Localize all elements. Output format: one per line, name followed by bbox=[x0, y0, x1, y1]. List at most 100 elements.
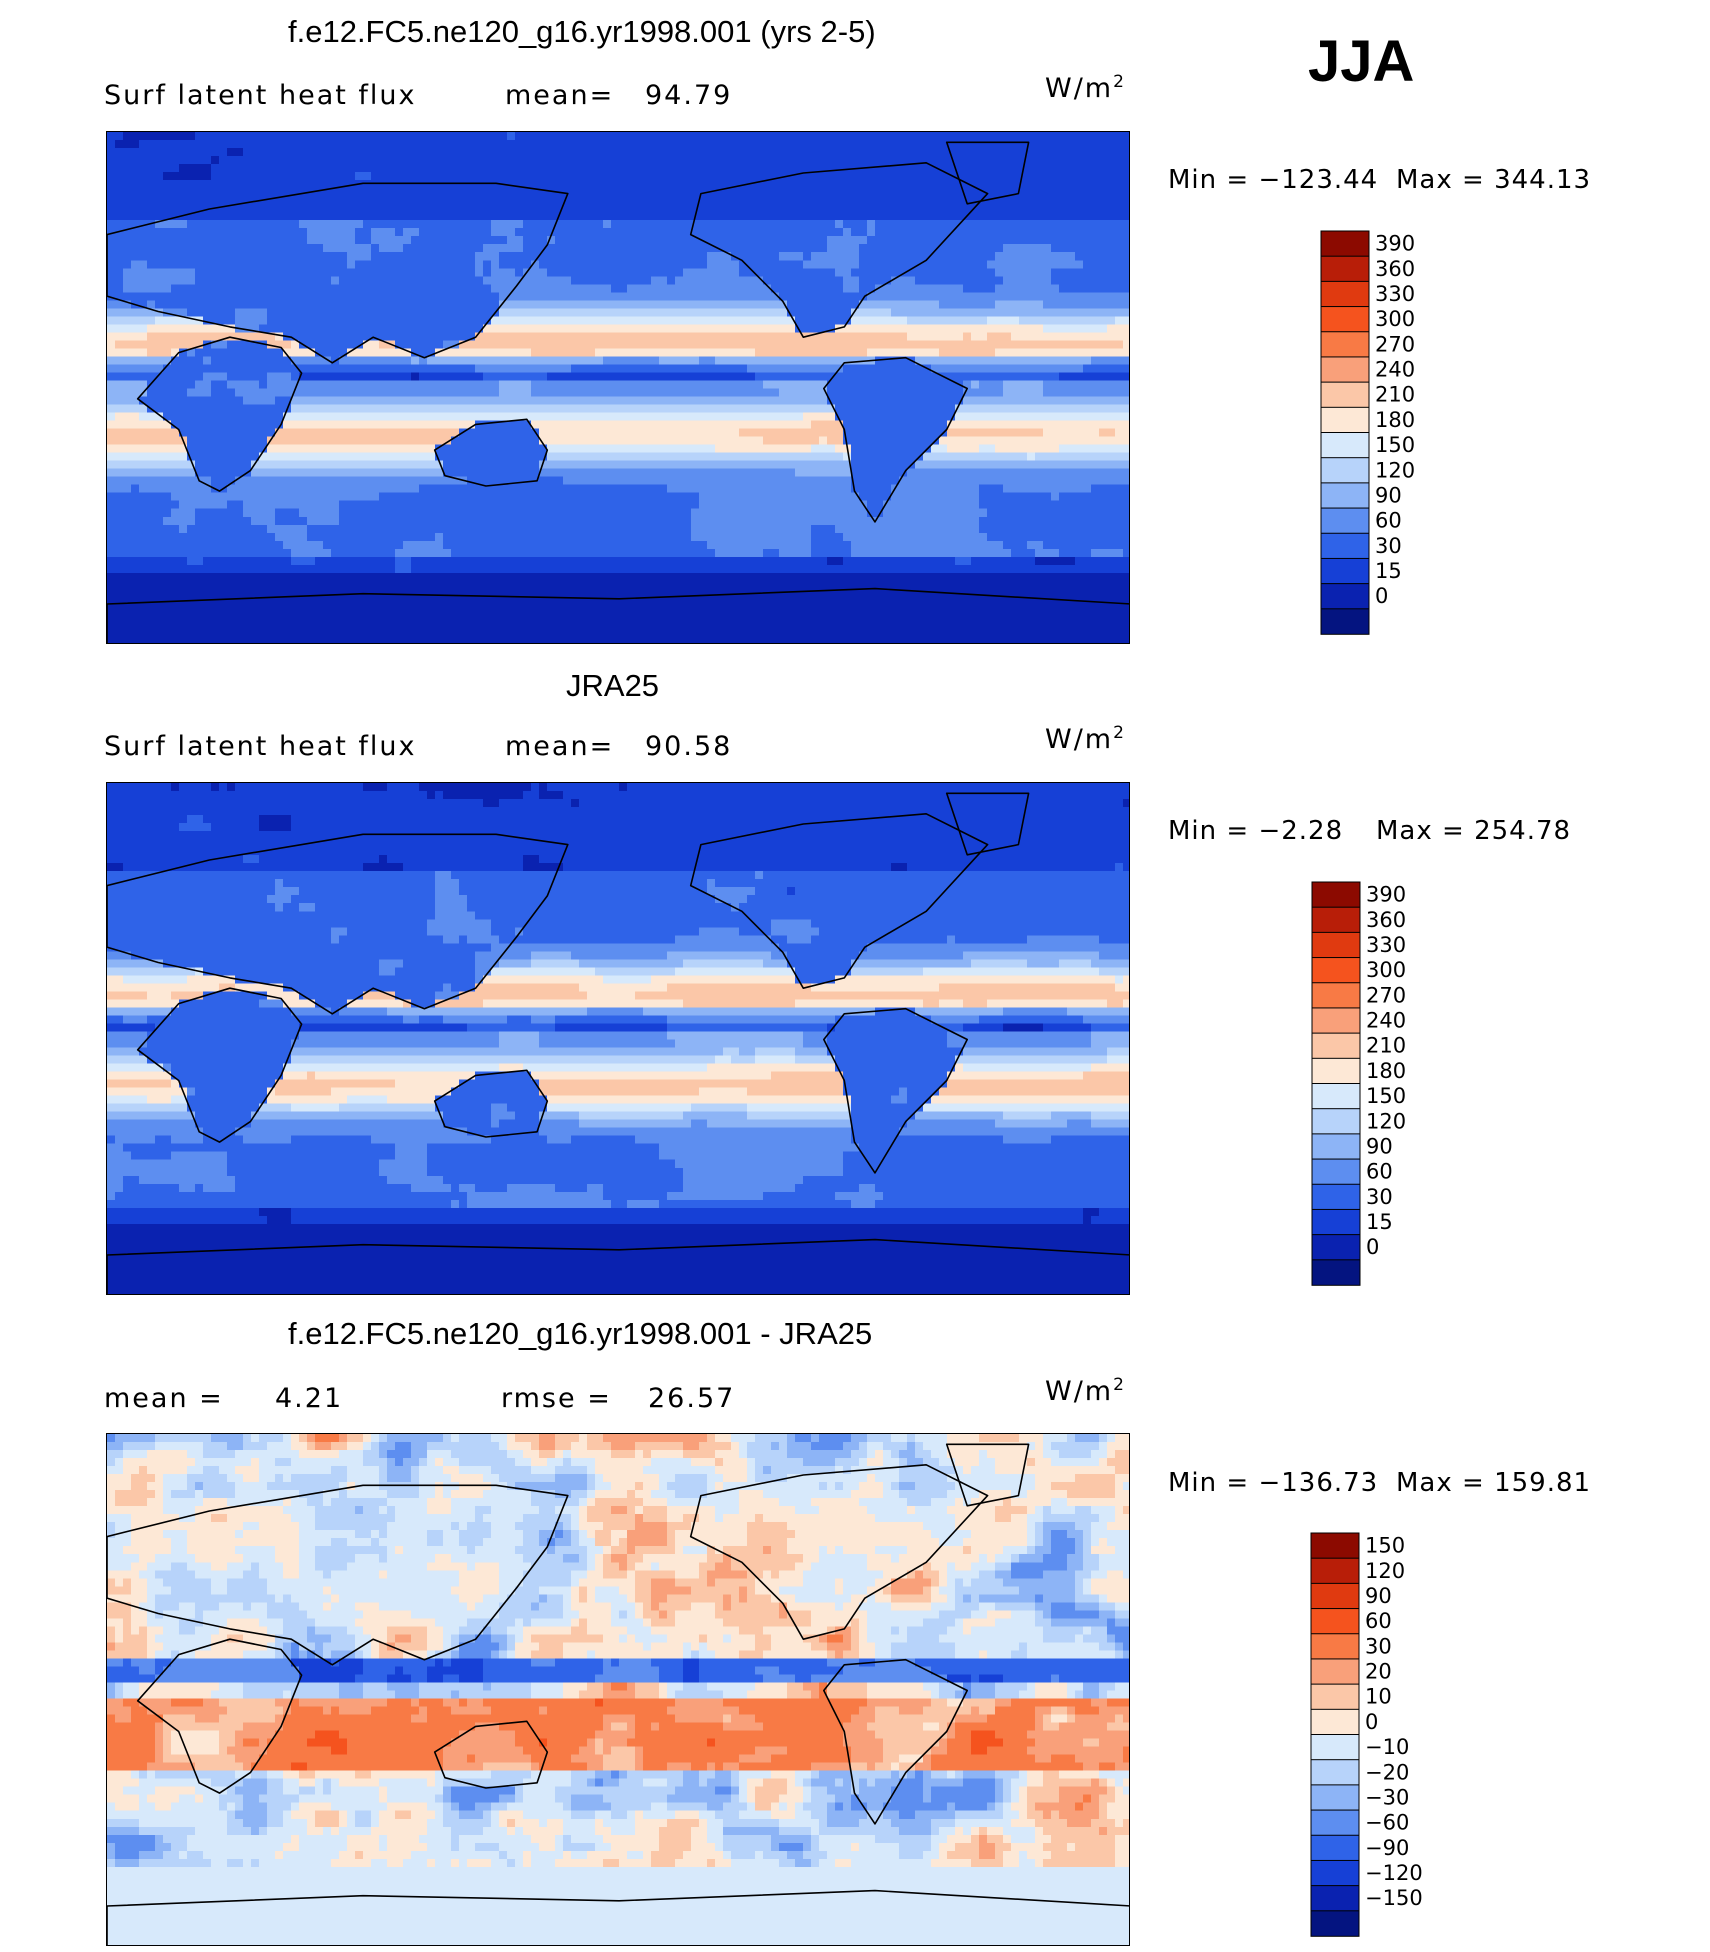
colorbar-segment bbox=[1311, 957, 1361, 984]
units-text: W/m bbox=[1045, 724, 1113, 755]
colorbar-segment bbox=[1310, 1633, 1360, 1660]
colorbar-tick-label: 150 bbox=[1365, 1534, 1405, 1558]
map-field bbox=[107, 132, 1129, 643]
colorbar-tick-label: 20 bbox=[1365, 1660, 1392, 1684]
colorbar-tick-label: 10 bbox=[1365, 1685, 1392, 1709]
colorbar-segment bbox=[1311, 1007, 1361, 1034]
colorbar-segment bbox=[1320, 482, 1370, 509]
colorbar-reanalysis: 390 360 330 300 270 240 210 180 150 120 90 60 30 15 0 bbox=[1311, 881, 1451, 1286]
colorbar-tick-label: 300 bbox=[1366, 958, 1406, 982]
colorbar-segment bbox=[1311, 1259, 1361, 1286]
colorbar-tick-label: −60 bbox=[1365, 1811, 1409, 1835]
colorbar-tick-label: −120 bbox=[1365, 1861, 1423, 1885]
units-label: W/m2 bbox=[1045, 72, 1126, 104]
colorbar-segment bbox=[1320, 608, 1370, 635]
colorbar-tick-label: −10 bbox=[1365, 1735, 1409, 1759]
colorbar-segment bbox=[1311, 1183, 1361, 1211]
colorbar-segment bbox=[1320, 280, 1370, 308]
rmse-value: 26.57 bbox=[648, 1383, 735, 1414]
coastline bbox=[136, 987, 303, 1143]
colorbar-tick-label: 90 bbox=[1375, 483, 1402, 507]
colorbar-segment bbox=[1310, 1734, 1360, 1761]
colorbar-segment bbox=[1310, 1608, 1360, 1635]
colorbar-tick-label: 330 bbox=[1366, 933, 1406, 957]
colorbar-segment bbox=[1320, 255, 1370, 283]
colorbar-tick-label: 150 bbox=[1366, 1084, 1406, 1108]
colorbar-segment bbox=[1320, 507, 1370, 535]
colorbar-segment bbox=[1310, 1557, 1360, 1585]
coastline bbox=[689, 813, 989, 989]
mean-label: mean= bbox=[505, 731, 614, 762]
colorbar-tick-label: 270 bbox=[1366, 983, 1406, 1007]
colorbar-segment bbox=[1310, 1859, 1360, 1887]
colorbar-segment bbox=[1320, 306, 1370, 333]
colorbar-segment bbox=[1311, 1234, 1361, 1261]
colorbar-tick-label: 210 bbox=[1366, 1034, 1406, 1058]
mean-label: mean = bbox=[104, 1383, 224, 1414]
coastline bbox=[945, 1443, 1030, 1507]
colorbar-tick-label: 330 bbox=[1375, 282, 1415, 306]
colorbar-tick-label: 0 bbox=[1365, 1710, 1378, 1734]
coastline bbox=[433, 418, 549, 487]
colorbar-segment bbox=[1320, 532, 1370, 560]
colorbar-tick-label: 60 bbox=[1366, 1160, 1393, 1184]
max-label: Max = 159.81 bbox=[1396, 1468, 1591, 1498]
colorbar-tick-label: 60 bbox=[1365, 1609, 1392, 1633]
map-reanalysis bbox=[106, 782, 1130, 1295]
colorbar-tick-label: 30 bbox=[1365, 1634, 1392, 1658]
panel-title: f.e12.FC5.ne120_g16.yr1998.001 - JRA25 bbox=[288, 1316, 872, 1352]
coastline bbox=[107, 1238, 1129, 1294]
colorbar-difference: 150 120 90 60 30 20 10 0 −10 −20 −30 −60 −90 −120 −150 bbox=[1310, 1532, 1450, 1937]
colorbar-segment bbox=[1311, 1032, 1361, 1060]
colorbar-segment bbox=[1320, 331, 1370, 358]
colorbar-segment bbox=[1311, 1057, 1361, 1085]
colorbar-tick-label: 60 bbox=[1375, 509, 1402, 533]
colorbar-tick-label: 180 bbox=[1366, 1059, 1406, 1083]
colorbar-segment bbox=[1310, 1532, 1360, 1559]
colorbar-segment bbox=[1310, 1759, 1360, 1786]
colorbar-tick-label: 180 bbox=[1375, 408, 1415, 432]
field-cells bbox=[107, 132, 1129, 643]
colorbar-tick-label: 0 bbox=[1375, 584, 1388, 608]
map-field bbox=[107, 783, 1129, 1294]
variable-label: Surf latent heat flux bbox=[104, 80, 417, 111]
field-cells bbox=[107, 783, 1129, 1294]
min-label: Min = −136.73 bbox=[1168, 1468, 1378, 1498]
colorbar-segment bbox=[1311, 1133, 1361, 1160]
units-superscript: 2 bbox=[1113, 72, 1126, 92]
colorbar-tick-label: −20 bbox=[1365, 1760, 1409, 1784]
units-label: W/m2 bbox=[1045, 1375, 1126, 1407]
rmse-label: rmse = bbox=[501, 1383, 612, 1414]
colorbar-segment bbox=[1310, 1885, 1360, 1912]
units-superscript: 2 bbox=[1113, 1375, 1126, 1395]
coastline bbox=[136, 336, 303, 492]
max-label: Max = 344.13 bbox=[1396, 165, 1591, 195]
colorbar-tick-label: 120 bbox=[1375, 458, 1415, 482]
mean-value: 94.79 bbox=[645, 80, 732, 111]
coastline bbox=[823, 1007, 968, 1174]
coastline bbox=[107, 182, 569, 364]
coastline bbox=[823, 1658, 968, 1825]
coastline bbox=[107, 587, 1129, 643]
colorbar-tick-label: 300 bbox=[1375, 307, 1415, 331]
units-text: W/m bbox=[1045, 73, 1113, 104]
colorbar-tick-label: −90 bbox=[1365, 1836, 1409, 1860]
colorbar-tick-label: 270 bbox=[1375, 332, 1415, 356]
map-field bbox=[107, 1434, 1129, 1945]
coastline bbox=[823, 356, 968, 523]
coastline bbox=[945, 792, 1030, 856]
colorbar-segment bbox=[1311, 881, 1361, 908]
colorbar-tick-label: 30 bbox=[1375, 534, 1402, 558]
colorbar-tick-label: −150 bbox=[1365, 1886, 1423, 1910]
units-superscript: 2 bbox=[1113, 723, 1126, 743]
panel-title: JRA25 bbox=[566, 668, 659, 704]
max-label: Max = 254.78 bbox=[1376, 816, 1571, 846]
min-label: Min = −123.44 bbox=[1168, 165, 1378, 195]
colorbar-segment bbox=[1320, 230, 1370, 257]
coastline bbox=[945, 141, 1030, 205]
colorbar-tick-label: 15 bbox=[1366, 1210, 1393, 1234]
mean-value: 4.21 bbox=[275, 1383, 343, 1414]
